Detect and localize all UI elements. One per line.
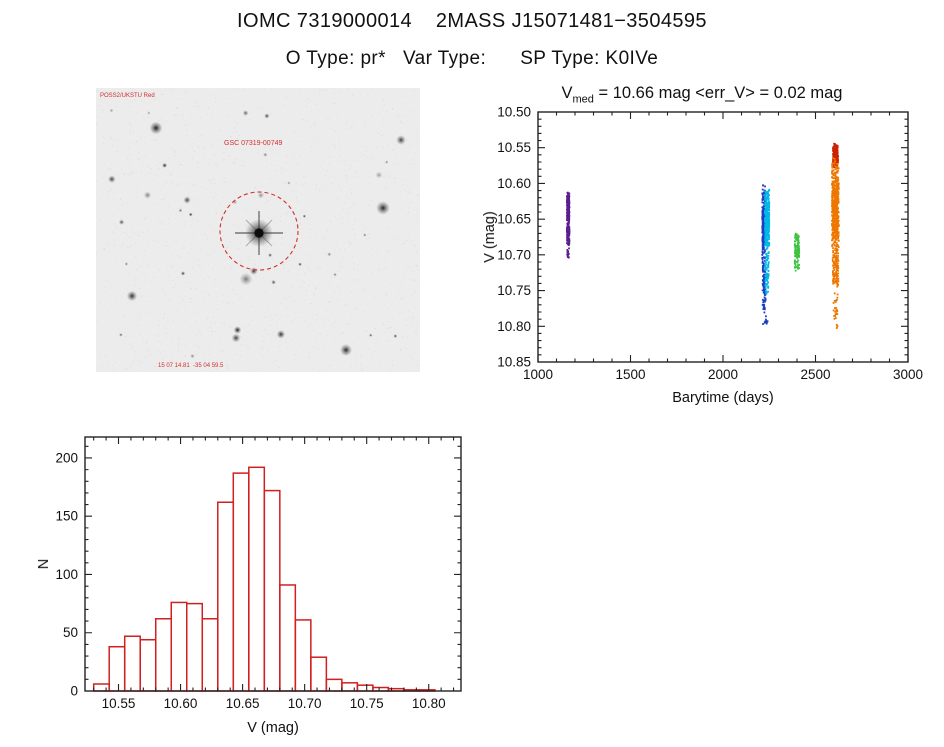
page-title: IOMC 7319000014 2MASS J15071481−3504595 bbox=[237, 10, 707, 32]
finding-chart-panel bbox=[96, 88, 420, 372]
vmed-value-text: = 10.66 mag <err_V> = 0.02 mag bbox=[593, 84, 843, 102]
lightcurve-plot bbox=[470, 106, 934, 406]
sky-image bbox=[96, 88, 420, 372]
lightcurve-panel: Vmed = 10.66 mag <err_V> = 0.02 mag Bary… bbox=[470, 84, 934, 414]
lightcurve-title: Vmed = 10.66 mag <err_V> = 0.02 mag bbox=[470, 84, 934, 105]
lightcurve-x-axis-label: Barytime (days) bbox=[672, 390, 774, 406]
histogram-plot bbox=[30, 422, 500, 747]
object-types-line: O Type: pr* Var Type: SP Type: K0IVe bbox=[285, 48, 659, 69]
histogram-x-axis-label: V (mag) bbox=[247, 720, 299, 736]
vmed-subscript: med bbox=[572, 93, 594, 106]
vmed-symbol: V bbox=[561, 84, 573, 102]
histogram-panel: V (mag) N bbox=[30, 422, 500, 747]
lightcurve-y-axis-label: V (mag) bbox=[482, 211, 498, 263]
histogram-y-axis-label: N bbox=[36, 558, 52, 570]
